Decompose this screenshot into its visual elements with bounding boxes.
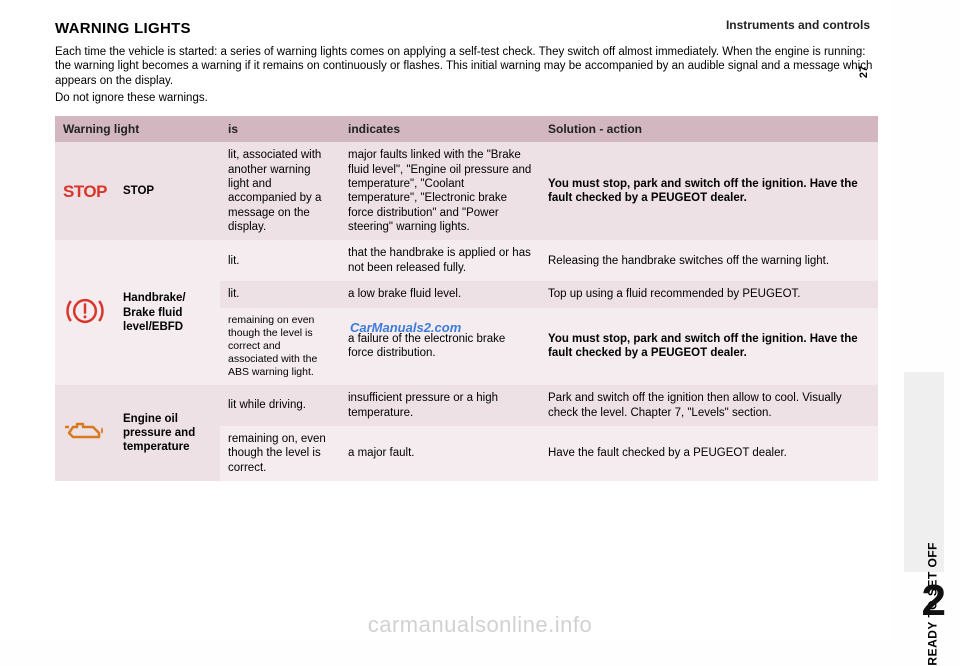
brake-is-1: lit.: [220, 240, 340, 281]
col-solution: Solution - action: [540, 116, 878, 142]
oil-sol-1: Park and switch off the ignition then al…: [540, 385, 878, 426]
intro-paragraph: Each time the vehicle is started: a seri…: [55, 45, 878, 88]
oil-ind-1: insufficient pressure or a high temperat…: [340, 385, 540, 426]
oil-name: Engine oil pressure and temperature: [115, 385, 220, 481]
brake-is-3: remaining on even though the level is co…: [220, 308, 340, 386]
brake-sol-3-text: You must stop, park and switch off the i…: [548, 333, 858, 359]
stop-solution-text: You must stop, park and switch off the i…: [548, 178, 858, 204]
brake-sol-3: You must stop, park and switch off the i…: [540, 308, 878, 386]
intro-paragraph-2: Do not ignore these warnings.: [55, 92, 878, 104]
watermark-carmanualsonline: carmanualsonline.info: [0, 612, 960, 638]
brake-ind-2: a low brake fluid level.: [340, 281, 540, 307]
brake-name: Handbrake/ Brake fluid level/EBFD: [115, 240, 220, 385]
oil-sol-2: Have the fault checked by a PEUGEOT deal…: [540, 426, 878, 481]
stop-solution: You must stop, park and switch off the i…: [540, 142, 878, 240]
stop-name: STOP: [115, 142, 220, 240]
stop-is: lit, associated with another warning lig…: [220, 142, 340, 240]
watermark-carmanuals2: CarManuals2.com: [350, 320, 461, 335]
brake-sol-1: Releasing the handbrake switches off the…: [540, 240, 878, 281]
brake-icon-cell: [55, 240, 115, 385]
warning-lights-table: Warning light is indicates Solution - ac…: [55, 116, 878, 481]
col-is: is: [220, 116, 340, 142]
brake-sol-2: Top up using a fluid recommended by PEUG…: [540, 281, 878, 307]
stop-indicates: major faults linked with the "Brake flui…: [340, 142, 540, 240]
page-number: 27: [858, 66, 870, 78]
col-indicates: indicates: [340, 116, 540, 142]
section-header: Instruments and controls: [726, 18, 870, 32]
brake-is-2: lit.: [220, 281, 340, 307]
brake-icon: [65, 291, 105, 331]
stop-icon: STOP: [63, 182, 107, 201]
oil-icon-cell: [55, 385, 115, 481]
oil-is-2: remaining on, even though the level is c…: [220, 426, 340, 481]
stop-icon-cell: STOP: [55, 142, 115, 240]
oil-icon: [63, 417, 107, 445]
brake-ind-1: that the handbrake is applied or has not…: [340, 240, 540, 281]
oil-is-1: lit while driving.: [220, 385, 340, 426]
col-warning-light: Warning light: [55, 116, 220, 142]
oil-ind-2: a major fault.: [340, 426, 540, 481]
